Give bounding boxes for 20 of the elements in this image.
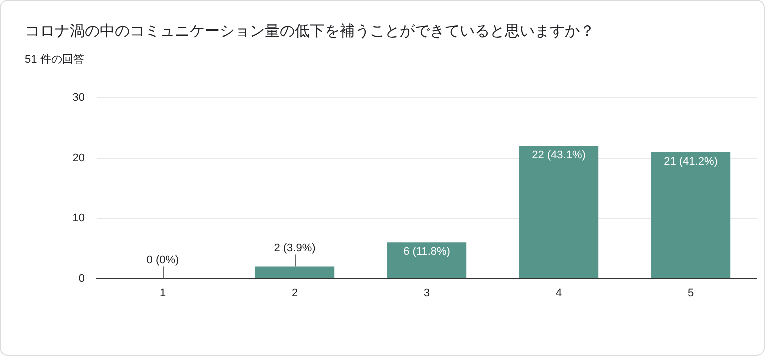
- x-tick-label: 3: [424, 287, 430, 300]
- x-tick-label: 5: [688, 287, 694, 300]
- x-tick-label: 1: [160, 287, 166, 300]
- y-tick-label: 20: [72, 152, 85, 164]
- x-tick-label: 4: [556, 287, 562, 300]
- y-tick-label: 0: [78, 272, 85, 285]
- data-label: 0 (0%): [146, 254, 180, 266]
- bar: [519, 146, 599, 278]
- bar: [651, 152, 731, 278]
- data-label: 21 (41.2%): [664, 156, 718, 168]
- x-tick-label: 2: [292, 287, 298, 300]
- chart-title: コロナ渦の中のコミュニケーション量の低下を補うことができていると思いますか？: [25, 22, 595, 41]
- bar: [255, 266, 335, 278]
- data-label: 22 (43.1%): [532, 150, 586, 162]
- data-label: 2 (3.9%): [274, 242, 316, 254]
- y-tick-label: 30: [72, 92, 85, 104]
- bar: [387, 242, 467, 278]
- chart-subtitle: 51 件の回答: [25, 53, 84, 67]
- data-label: 6 (11.8%): [404, 246, 450, 258]
- y-tick-label: 10: [72, 212, 85, 225]
